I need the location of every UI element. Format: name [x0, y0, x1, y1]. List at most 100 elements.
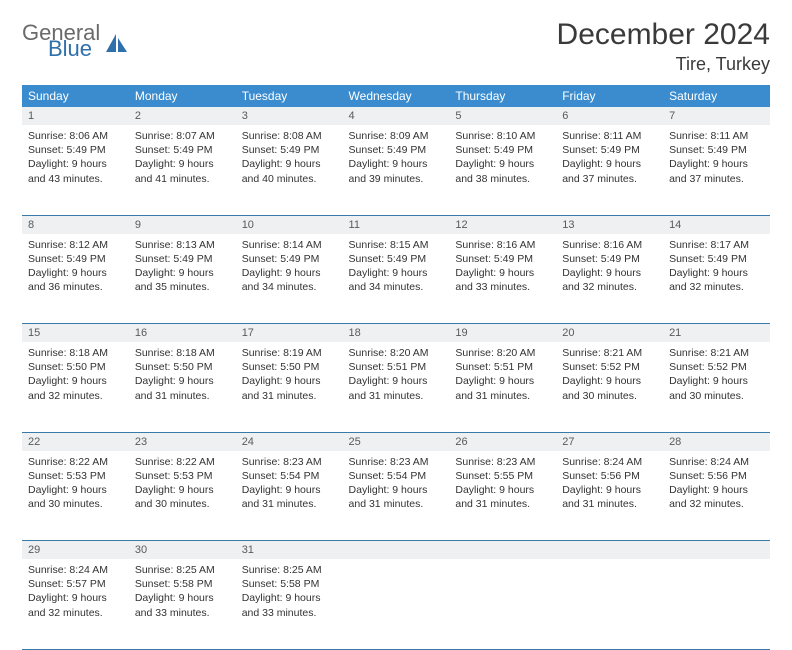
day-number-cell	[449, 541, 556, 560]
day-cell: Sunrise: 8:24 AMSunset: 5:57 PMDaylight:…	[22, 559, 129, 649]
day-number-cell: 29	[22, 541, 129, 560]
day-cell: Sunrise: 8:07 AMSunset: 5:49 PMDaylight:…	[129, 125, 236, 215]
day-cell: Sunrise: 8:22 AMSunset: 5:53 PMDaylight:…	[22, 451, 129, 541]
day-details: Sunrise: 8:17 AMSunset: 5:49 PMDaylight:…	[663, 234, 770, 303]
day-details: Sunrise: 8:12 AMSunset: 5:49 PMDaylight:…	[22, 234, 129, 303]
weekday-header: Monday	[129, 85, 236, 107]
day-number-cell: 2	[129, 107, 236, 125]
day-number-cell: 26	[449, 432, 556, 451]
day-details: Sunrise: 8:25 AMSunset: 5:58 PMDaylight:…	[129, 559, 236, 628]
brand-word-2: Blue	[48, 38, 100, 60]
day-cell: Sunrise: 8:24 AMSunset: 5:56 PMDaylight:…	[663, 451, 770, 541]
day-number-cell: 22	[22, 432, 129, 451]
day-details: Sunrise: 8:25 AMSunset: 5:58 PMDaylight:…	[236, 559, 343, 628]
day-cell: Sunrise: 8:25 AMSunset: 5:58 PMDaylight:…	[129, 559, 236, 649]
day-cell: Sunrise: 8:20 AMSunset: 5:51 PMDaylight:…	[449, 342, 556, 432]
day-cell: Sunrise: 8:15 AMSunset: 5:49 PMDaylight:…	[343, 234, 450, 324]
day-number-cell: 1	[22, 107, 129, 125]
day-cell: Sunrise: 8:09 AMSunset: 5:49 PMDaylight:…	[343, 125, 450, 215]
location: Tire, Turkey	[557, 54, 770, 75]
day-number-cell: 7	[663, 107, 770, 125]
header: General Blue December 2024 Tire, Turkey	[22, 18, 770, 75]
day-body-row: Sunrise: 8:22 AMSunset: 5:53 PMDaylight:…	[22, 451, 770, 541]
day-cell: Sunrise: 8:23 AMSunset: 5:54 PMDaylight:…	[236, 451, 343, 541]
day-details: Sunrise: 8:09 AMSunset: 5:49 PMDaylight:…	[343, 125, 450, 194]
day-details: Sunrise: 8:24 AMSunset: 5:56 PMDaylight:…	[663, 451, 770, 520]
day-number-cell: 12	[449, 215, 556, 234]
day-number-cell: 4	[343, 107, 450, 125]
day-cell: Sunrise: 8:22 AMSunset: 5:53 PMDaylight:…	[129, 451, 236, 541]
day-number-cell: 9	[129, 215, 236, 234]
day-details: Sunrise: 8:18 AMSunset: 5:50 PMDaylight:…	[22, 342, 129, 411]
day-number-cell: 13	[556, 215, 663, 234]
day-details: Sunrise: 8:24 AMSunset: 5:56 PMDaylight:…	[556, 451, 663, 520]
day-number-cell: 19	[449, 324, 556, 343]
day-cell: Sunrise: 8:17 AMSunset: 5:49 PMDaylight:…	[663, 234, 770, 324]
day-details: Sunrise: 8:22 AMSunset: 5:53 PMDaylight:…	[22, 451, 129, 520]
day-cell: Sunrise: 8:23 AMSunset: 5:55 PMDaylight:…	[449, 451, 556, 541]
day-details: Sunrise: 8:24 AMSunset: 5:57 PMDaylight:…	[22, 559, 129, 628]
day-number-cell: 24	[236, 432, 343, 451]
day-number-cell: 27	[556, 432, 663, 451]
day-cell: Sunrise: 8:11 AMSunset: 5:49 PMDaylight:…	[663, 125, 770, 215]
day-number-cell: 18	[343, 324, 450, 343]
day-cell: Sunrise: 8:16 AMSunset: 5:49 PMDaylight:…	[556, 234, 663, 324]
day-body-row: Sunrise: 8:06 AMSunset: 5:49 PMDaylight:…	[22, 125, 770, 215]
day-cell	[343, 559, 450, 649]
day-details: Sunrise: 8:23 AMSunset: 5:54 PMDaylight:…	[236, 451, 343, 520]
weekday-header: Friday	[556, 85, 663, 107]
day-details: Sunrise: 8:21 AMSunset: 5:52 PMDaylight:…	[663, 342, 770, 411]
sail-icon	[106, 34, 128, 54]
day-details: Sunrise: 8:20 AMSunset: 5:51 PMDaylight:…	[449, 342, 556, 411]
day-cell: Sunrise: 8:19 AMSunset: 5:50 PMDaylight:…	[236, 342, 343, 432]
day-details: Sunrise: 8:11 AMSunset: 5:49 PMDaylight:…	[663, 125, 770, 194]
day-number-cell: 17	[236, 324, 343, 343]
day-details: Sunrise: 8:23 AMSunset: 5:55 PMDaylight:…	[449, 451, 556, 520]
day-cell: Sunrise: 8:23 AMSunset: 5:54 PMDaylight:…	[343, 451, 450, 541]
day-number-cell: 30	[129, 541, 236, 560]
day-details: Sunrise: 8:23 AMSunset: 5:54 PMDaylight:…	[343, 451, 450, 520]
day-details: Sunrise: 8:11 AMSunset: 5:49 PMDaylight:…	[556, 125, 663, 194]
day-number-cell: 5	[449, 107, 556, 125]
day-number-cell: 10	[236, 215, 343, 234]
day-cell: Sunrise: 8:12 AMSunset: 5:49 PMDaylight:…	[22, 234, 129, 324]
weekday-header: Wednesday	[343, 85, 450, 107]
day-number-row: 22232425262728	[22, 432, 770, 451]
day-number-cell: 21	[663, 324, 770, 343]
day-cell: Sunrise: 8:10 AMSunset: 5:49 PMDaylight:…	[449, 125, 556, 215]
day-number-row: 891011121314	[22, 215, 770, 234]
day-body-row: Sunrise: 8:12 AMSunset: 5:49 PMDaylight:…	[22, 234, 770, 324]
day-cell: Sunrise: 8:25 AMSunset: 5:58 PMDaylight:…	[236, 559, 343, 649]
day-cell: Sunrise: 8:20 AMSunset: 5:51 PMDaylight:…	[343, 342, 450, 432]
day-details: Sunrise: 8:06 AMSunset: 5:49 PMDaylight:…	[22, 125, 129, 194]
day-number-cell: 23	[129, 432, 236, 451]
day-details: Sunrise: 8:13 AMSunset: 5:49 PMDaylight:…	[129, 234, 236, 303]
day-number-cell	[663, 541, 770, 560]
day-cell: Sunrise: 8:16 AMSunset: 5:49 PMDaylight:…	[449, 234, 556, 324]
day-details: Sunrise: 8:10 AMSunset: 5:49 PMDaylight:…	[449, 125, 556, 194]
day-details: Sunrise: 8:07 AMSunset: 5:49 PMDaylight:…	[129, 125, 236, 194]
title-block: December 2024 Tire, Turkey	[557, 18, 770, 75]
day-cell: Sunrise: 8:21 AMSunset: 5:52 PMDaylight:…	[663, 342, 770, 432]
day-cell: Sunrise: 8:21 AMSunset: 5:52 PMDaylight:…	[556, 342, 663, 432]
brand-logo: General Blue	[22, 22, 128, 60]
day-details: Sunrise: 8:14 AMSunset: 5:49 PMDaylight:…	[236, 234, 343, 303]
day-number-cell: 14	[663, 215, 770, 234]
weekday-header: Thursday	[449, 85, 556, 107]
day-number-row: 1234567	[22, 107, 770, 125]
day-body-row: Sunrise: 8:18 AMSunset: 5:50 PMDaylight:…	[22, 342, 770, 432]
day-cell	[663, 559, 770, 649]
day-number-cell: 16	[129, 324, 236, 343]
day-number-cell	[556, 541, 663, 560]
day-cell: Sunrise: 8:11 AMSunset: 5:49 PMDaylight:…	[556, 125, 663, 215]
day-cell: Sunrise: 8:14 AMSunset: 5:49 PMDaylight:…	[236, 234, 343, 324]
day-number-cell: 31	[236, 541, 343, 560]
day-details: Sunrise: 8:15 AMSunset: 5:49 PMDaylight:…	[343, 234, 450, 303]
weekday-header-row: Sunday Monday Tuesday Wednesday Thursday…	[22, 85, 770, 107]
day-cell: Sunrise: 8:24 AMSunset: 5:56 PMDaylight:…	[556, 451, 663, 541]
day-number-cell: 15	[22, 324, 129, 343]
day-cell: Sunrise: 8:06 AMSunset: 5:49 PMDaylight:…	[22, 125, 129, 215]
day-cell: Sunrise: 8:08 AMSunset: 5:49 PMDaylight:…	[236, 125, 343, 215]
day-details: Sunrise: 8:16 AMSunset: 5:49 PMDaylight:…	[449, 234, 556, 303]
day-cell	[556, 559, 663, 649]
